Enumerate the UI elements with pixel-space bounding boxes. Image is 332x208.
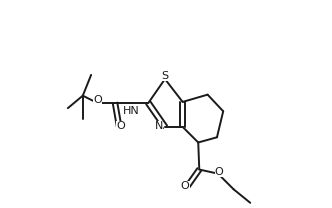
Text: HN: HN	[123, 106, 140, 116]
Text: S: S	[161, 71, 169, 81]
Text: O: O	[117, 121, 125, 131]
Text: O: O	[215, 167, 223, 177]
Text: O: O	[181, 181, 190, 191]
Text: O: O	[93, 95, 102, 105]
Text: N: N	[155, 121, 163, 131]
